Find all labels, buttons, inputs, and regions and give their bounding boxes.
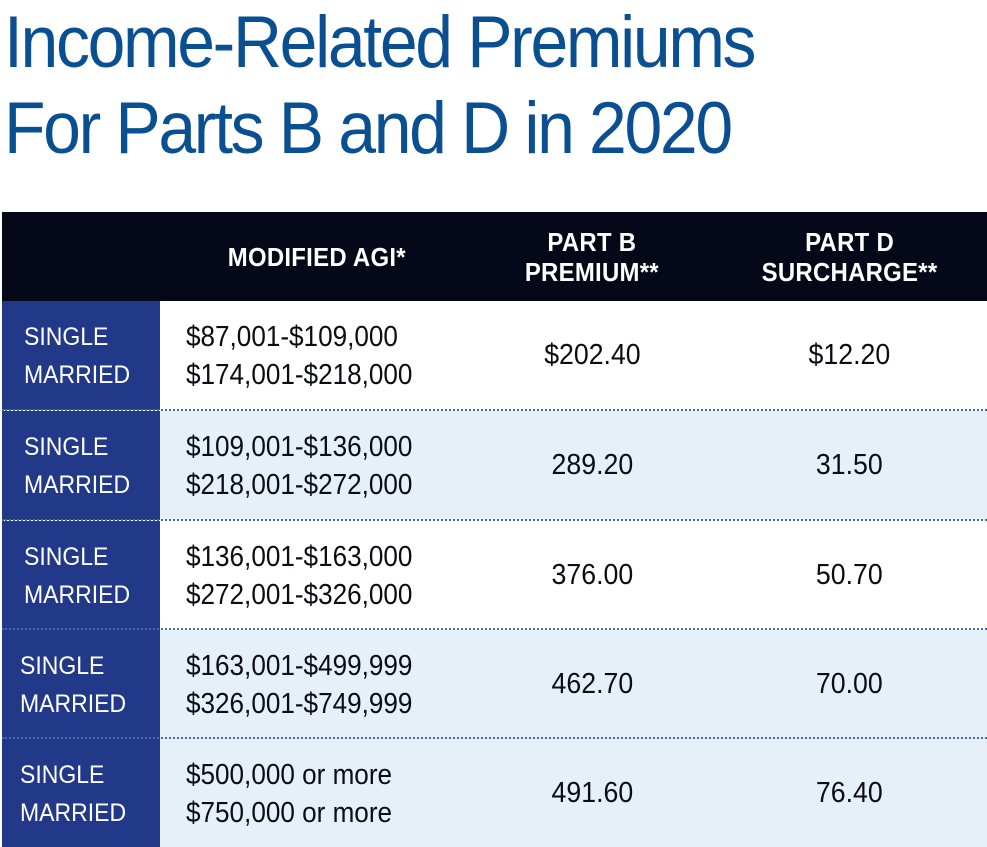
filing-status-cell: SINGLE MARRIED xyxy=(2,301,160,410)
table-row: SINGLE MARRIED $109,001-$136,000 $218,00… xyxy=(2,411,987,520)
filing-status-cell: SINGLE MARRIED xyxy=(2,739,160,847)
table-row: SINGLE MARRIED $87,001-$109,000 $174,001… xyxy=(2,301,987,410)
part-b-premium: 491.60 xyxy=(551,777,633,809)
filing-status-cell: SINGLE MARRIED xyxy=(2,630,160,739)
header-part-d-line1: PART D xyxy=(805,226,894,257)
agi-married: $750,000 or more xyxy=(186,797,393,829)
status-married: MARRIED xyxy=(24,361,131,389)
part-b-premium: 289.20 xyxy=(551,449,633,481)
filing-status-cell: SINGLE MARRIED xyxy=(2,411,160,520)
table-row: SINGLE MARRIED $136,001-$163,000 $272,00… xyxy=(2,521,987,630)
part-b-premium: $202.40 xyxy=(543,339,641,371)
part-b-premium: 376.00 xyxy=(551,559,633,591)
header-part-b-line1: PART B xyxy=(547,226,637,257)
filing-status-cell: SINGLE MARRIED xyxy=(2,521,160,630)
agi-cell: $163,001-$499,999 $326,001-$749,999 xyxy=(186,630,476,739)
agi-single: $500,000 or more xyxy=(186,759,393,791)
part-d-surcharge-cell: 76.40 xyxy=(712,739,987,847)
status-single: SINGLE xyxy=(24,433,109,461)
title-line-2: For Parts B and D in 2020 xyxy=(4,88,733,169)
agi-single: $163,001-$499,999 xyxy=(186,650,413,682)
part-b-premium-cell: 491.60 xyxy=(472,739,712,847)
part-d-surcharge: 70.00 xyxy=(816,668,883,700)
status-single: SINGLE xyxy=(24,323,109,351)
part-b-premium-cell: $202.40 xyxy=(472,301,712,410)
agi-single: $109,001-$136,000 xyxy=(186,431,413,463)
part-d-surcharge: $12.20 xyxy=(808,339,891,371)
agi-married: $218,001-$272,000 xyxy=(186,469,413,501)
header-part-b-line2: PREMIUM** xyxy=(524,256,660,287)
agi-cell: $109,001-$136,000 $218,001-$272,000 xyxy=(186,411,476,520)
agi-married: $326,001-$749,999 xyxy=(186,688,413,720)
header-part-b-premium: PART B PREMIUM** xyxy=(472,212,712,301)
part-b-premium: 462.70 xyxy=(551,668,633,700)
status-married: MARRIED xyxy=(20,690,127,718)
status-married: MARRIED xyxy=(20,799,127,827)
row-divider xyxy=(2,409,987,411)
table-row: SINGLE MARRIED $500,000 or more $750,000… xyxy=(2,739,987,847)
part-d-surcharge-cell: 70.00 xyxy=(712,630,987,739)
status-single: SINGLE xyxy=(20,652,105,680)
part-d-surcharge-cell: 50.70 xyxy=(712,521,987,630)
header-modified-agi: MODIFIED AGI* xyxy=(227,241,407,272)
page-title: Income-Related Premiums For Parts B and … xyxy=(4,0,987,172)
agi-married: $272,001-$326,000 xyxy=(186,579,413,611)
agi-cell: $500,000 or more $750,000 or more xyxy=(186,739,476,847)
part-d-surcharge-cell: $12.20 xyxy=(712,301,987,410)
status-married: MARRIED xyxy=(24,581,131,609)
header-part-d-surcharge: PART D SURCHARGE** xyxy=(712,212,987,301)
part-b-premium-cell: 462.70 xyxy=(472,630,712,739)
agi-single: $87,001-$109,000 xyxy=(186,321,398,353)
agi-cell: $136,001-$163,000 $272,001-$326,000 xyxy=(186,521,476,630)
part-b-premium-cell: 289.20 xyxy=(472,411,712,520)
part-d-surcharge: 31.50 xyxy=(816,449,883,481)
table-header: MODIFIED AGI* PART B PREMIUM** PART D SU… xyxy=(2,212,987,301)
status-married: MARRIED xyxy=(24,471,131,499)
status-single: SINGLE xyxy=(24,543,109,571)
agi-single: $136,001-$163,000 xyxy=(186,541,413,573)
row-divider xyxy=(2,628,987,630)
part-d-surcharge-cell: 31.50 xyxy=(712,411,987,520)
agi-cell: $87,001-$109,000 $174,001-$218,000 xyxy=(186,301,476,410)
agi-married: $174,001-$218,000 xyxy=(186,359,413,391)
title-line-1: Income-Related Premiums xyxy=(4,2,757,83)
part-b-premium-cell: 376.00 xyxy=(472,521,712,630)
part-d-surcharge: 76.40 xyxy=(816,777,883,809)
premium-table: MODIFIED AGI* PART B PREMIUM** PART D SU… xyxy=(2,212,987,847)
row-divider xyxy=(2,737,987,739)
status-single: SINGLE xyxy=(20,761,105,789)
part-d-surcharge: 50.70 xyxy=(816,559,883,591)
header-part-d-line2: SURCHARGE** xyxy=(761,256,938,287)
table-row: SINGLE MARRIED $163,001-$499,999 $326,00… xyxy=(2,630,987,739)
row-divider xyxy=(2,519,987,521)
